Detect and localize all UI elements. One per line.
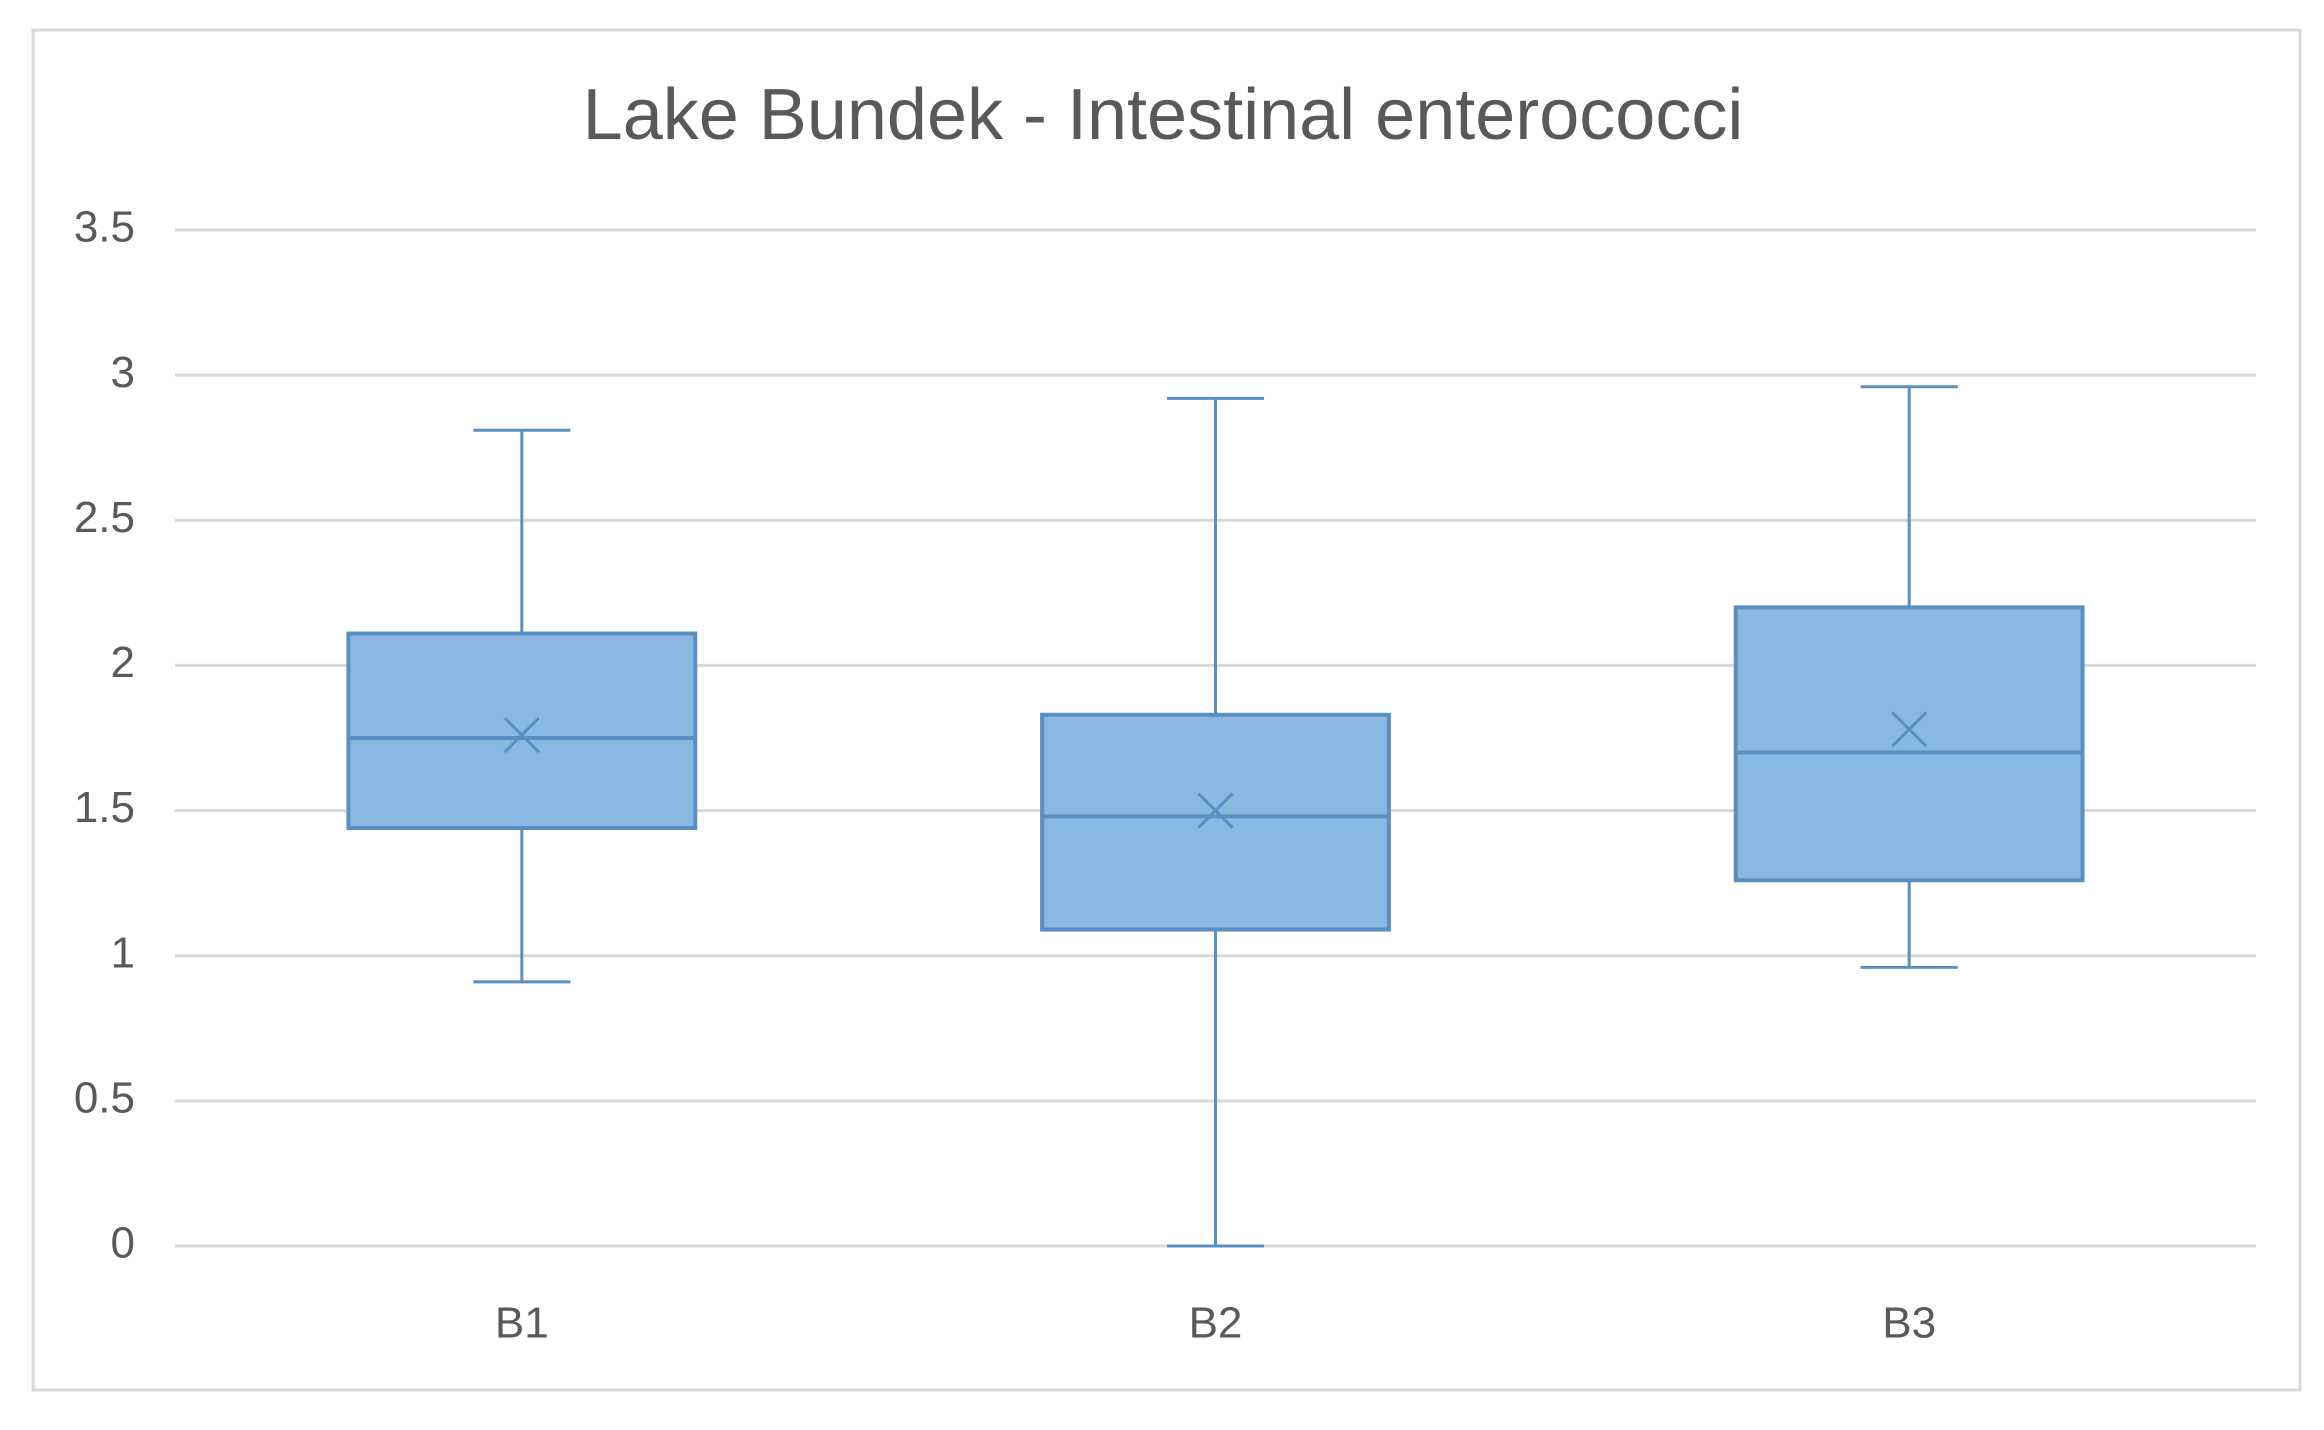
- y-tick-label: 2: [111, 638, 135, 687]
- x-tick-label: B3: [1882, 1299, 1936, 1348]
- y-tick-label: 1.5: [74, 783, 135, 832]
- mean-marker: [503, 717, 540, 754]
- box: [1040, 712, 1391, 932]
- y-tick-label: 2.5: [74, 493, 135, 542]
- mean-marker: [1891, 711, 1928, 748]
- y-tick-label: 3: [111, 348, 135, 397]
- box: [1733, 605, 2085, 883]
- y-tick-label: 0: [111, 1219, 135, 1268]
- x-tick-label: B1: [495, 1299, 549, 1348]
- y-tick-label: 0.5: [74, 1073, 135, 1122]
- x-tick-label: B2: [1189, 1299, 1243, 1348]
- mean-marker: [1197, 792, 1234, 829]
- y-tick-label: 1: [111, 928, 135, 977]
- chart-title: Lake Bundek - Intestinal enterococci: [583, 75, 1744, 155]
- y-tick-label: 3.5: [74, 203, 135, 252]
- box: [346, 631, 698, 830]
